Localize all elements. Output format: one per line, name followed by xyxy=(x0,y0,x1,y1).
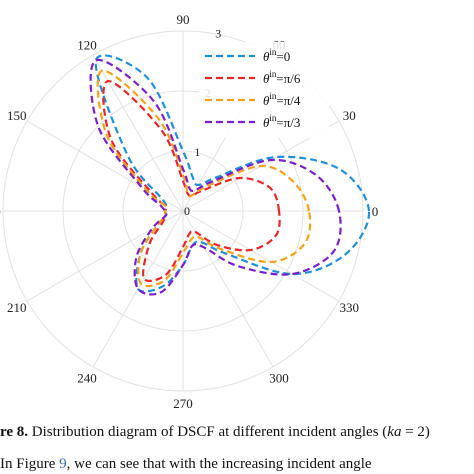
body-text-after: , we can see that with the increasing in… xyxy=(66,456,372,472)
radius-tick-label: 1 xyxy=(194,145,200,159)
angle-tick-label: 270 xyxy=(173,396,193,411)
caption-prefix: re 8. xyxy=(0,424,29,440)
series-group xyxy=(89,54,371,296)
grid-spoke xyxy=(182,210,274,368)
grid-spoke xyxy=(182,210,340,302)
legend-label: θin=π/6 xyxy=(263,69,301,86)
angle-tick-label: 240 xyxy=(77,370,97,385)
grid-spoke xyxy=(26,210,184,302)
angle-tick-label: 0 xyxy=(372,204,379,219)
angle-tick-label: 120 xyxy=(77,38,97,53)
series-line-4 xyxy=(89,58,342,296)
legend-label: θin=π/4 xyxy=(263,91,301,108)
legend: θin=0 θin=π/6 θin=π/4 θin=π/3 xyxy=(199,42,329,138)
caption-text: Distribution diagram of DSCF at differen… xyxy=(28,424,388,440)
figure-link[interactable]: 9 xyxy=(59,456,67,472)
legend-label: θin=π/3 xyxy=(263,113,300,130)
angle-tick-label: 180 xyxy=(0,204,1,219)
figure-caption: re 8. Distribution diagram of DSCF at di… xyxy=(0,424,474,441)
angle-tick-label: 30 xyxy=(343,108,356,123)
series-line-3 xyxy=(96,69,312,288)
body-text-before: In Figure xyxy=(0,456,60,472)
angle-tick-label: 210 xyxy=(7,300,27,315)
angle-tick-label: 330 xyxy=(340,300,360,315)
radius-tick-label: 0 xyxy=(184,204,190,218)
caption-suffix: = 2) xyxy=(401,424,430,440)
radius-tick-label: 3 xyxy=(215,27,221,41)
polar-chart: 03060901201501802102402703003300123 θin=… xyxy=(0,12,378,411)
grid-spoke xyxy=(92,54,184,212)
angle-tick-label: 150 xyxy=(7,108,27,123)
tick-labels: 03060901201501802102402703003300123 xyxy=(0,12,378,411)
angle-tick-label: 90 xyxy=(177,12,190,27)
angle-tick-label: 300 xyxy=(269,370,289,385)
body-paragraph: In Figure 9, we can see that with the in… xyxy=(0,456,474,473)
series-line-1 xyxy=(94,54,371,293)
grid-spoke xyxy=(92,210,184,368)
grid-spoke xyxy=(26,120,184,212)
caption-italic: ka xyxy=(387,424,402,440)
legend-label: θin=0 xyxy=(263,47,290,64)
